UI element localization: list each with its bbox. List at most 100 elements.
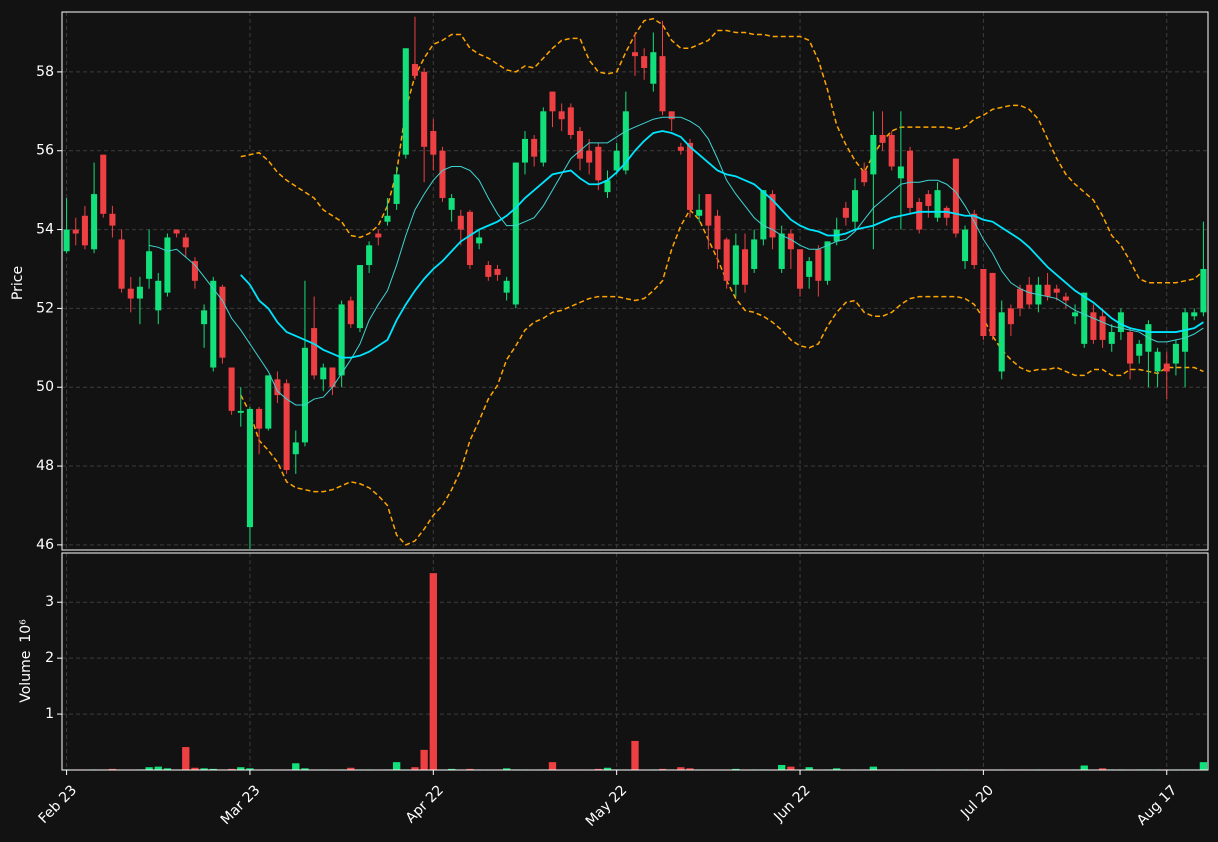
volume-bar [869,766,878,770]
candle-body [384,215,391,222]
volume-bar [805,767,813,770]
candle-body [91,194,98,250]
candle-body [916,201,923,230]
candle-body [164,237,171,293]
candle-body [347,300,354,325]
candle-body [1081,292,1088,344]
moving-average [148,116,1204,406]
candle-body [411,64,418,76]
candle-body [714,215,721,250]
volume-bar [429,573,437,770]
y-tick-label: 54 [36,222,54,238]
volume-bar [411,767,419,770]
candle-body [852,190,859,222]
y-tick-label: 56 [36,143,54,159]
candle-body [870,134,877,175]
candle-body [494,268,501,275]
volume-bar [108,768,117,770]
candle-body [63,229,70,252]
volume-bar [778,764,786,770]
candle-body [962,229,969,262]
candle-body [329,367,336,388]
candle-body [1072,312,1079,317]
candle-body [723,239,730,281]
volume-bar [237,767,245,770]
candle-body [925,194,932,206]
volume-bar [677,767,685,770]
candle-body [439,150,446,199]
volume-bar [145,767,153,770]
candle-body [1117,312,1124,333]
candle-body [732,245,739,285]
candle-body [100,154,107,214]
candle-body [1007,308,1014,325]
candle-body [769,194,776,238]
volume-bar [732,768,740,770]
candle-body [109,213,116,226]
volume-bar [292,763,300,770]
candle-body [1108,332,1115,344]
bollinger-upper [240,17,1204,284]
candle-body [1090,312,1097,340]
y-tick-label: 2 [45,650,54,666]
candle-body [338,304,345,376]
candle-body [320,367,327,380]
candle-body [531,138,538,157]
candle-body [1200,268,1207,313]
candle-body [1154,351,1161,372]
candle-body [301,347,308,443]
candle-body [421,71,428,147]
candle-body [512,162,519,305]
volume-scale-label: 10⁶ [18,619,34,643]
candle-body [191,261,198,281]
candle-body [604,180,611,193]
candle-body [182,237,189,248]
candle-body [173,229,180,234]
candle-body [1017,288,1024,309]
candle-body [1127,332,1134,364]
candle-body [1191,312,1198,317]
candle-body [1099,316,1106,340]
candle-body [934,190,941,218]
volume-bar [191,767,199,770]
candle-body [980,268,987,336]
candle-body [274,379,281,396]
volume-bar [447,768,456,770]
candle-body [72,229,79,234]
candle-body [613,150,620,171]
candle-body [219,286,226,358]
candle-body [476,237,483,244]
candle-body [586,150,593,163]
volume-bar [1098,768,1107,770]
candle-body [155,280,162,311]
y-tick-label: 50 [36,379,54,395]
volume-bar [502,768,511,770]
candle-body [503,280,510,293]
candle-body [1136,343,1143,356]
candle-body [558,111,565,120]
candle-body [989,272,996,336]
candle-body [631,52,639,57]
volume-bar [548,762,557,770]
candle-body [641,56,648,68]
volume-bar [466,768,474,770]
candle-body [888,134,895,167]
candle-body [228,367,235,411]
candle-body [998,312,1005,372]
candle-body [375,233,382,238]
candle-body [815,249,822,281]
volume-bar [200,768,208,770]
volume-bar [787,766,795,770]
candle-body [1053,288,1060,293]
y-tick-label: 52 [36,300,54,316]
price-axis-label: Price [10,266,26,300]
candle-body [567,107,574,135]
volume-bar [631,740,639,770]
candle-body [201,310,208,325]
y-tick-label: 3 [45,594,54,610]
candle-body [466,211,474,266]
y-tick-label: 58 [36,64,54,80]
volume-bar [420,749,428,770]
